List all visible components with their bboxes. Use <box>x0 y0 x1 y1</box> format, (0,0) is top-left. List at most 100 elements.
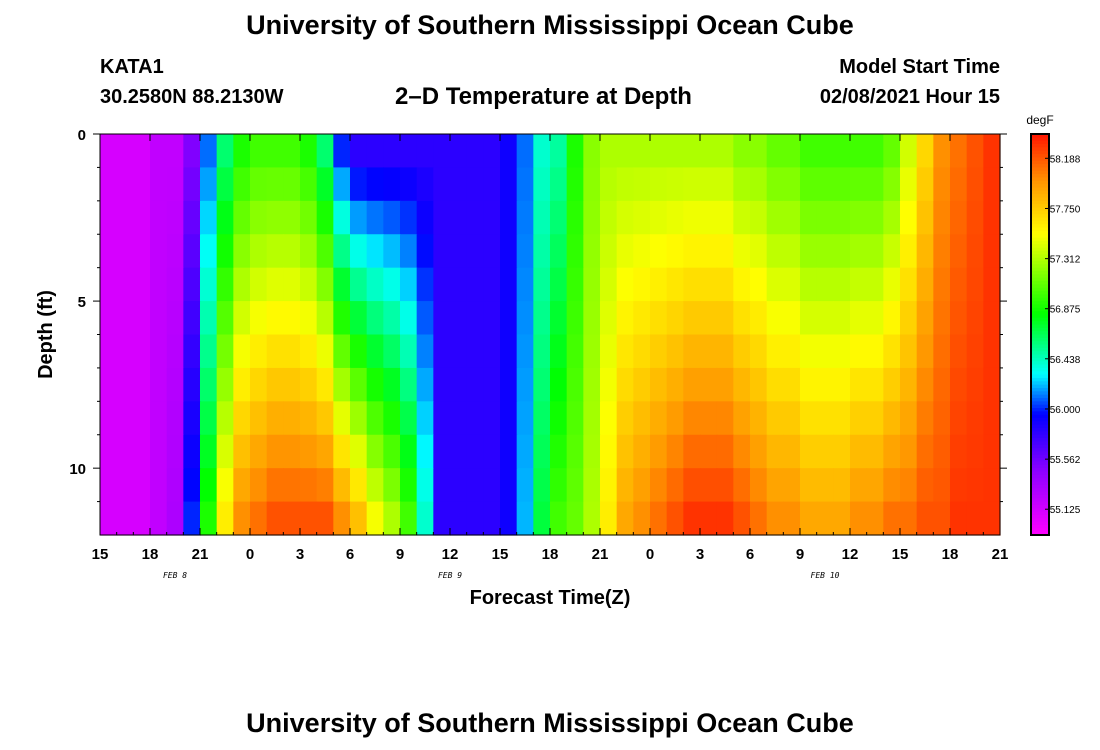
heatmap-cell <box>216 434 234 469</box>
heatmap-cell <box>133 267 151 302</box>
colorbar-segment <box>1031 518 1049 523</box>
heatmap-cell <box>500 434 518 469</box>
heatmap-cell <box>550 167 568 202</box>
heatmap-cell <box>816 267 834 302</box>
heatmap-cell <box>200 367 218 402</box>
heatmap-cell <box>800 301 818 336</box>
heatmap-cell <box>650 334 668 369</box>
heatmap-cell <box>833 301 851 336</box>
heatmap-cell <box>883 301 901 336</box>
heatmap-cell <box>900 401 918 436</box>
heatmap-cell <box>133 167 151 202</box>
heatmap-cell <box>800 334 818 369</box>
heatmap-cell <box>700 468 718 503</box>
colorbar-segment <box>1031 491 1049 496</box>
heatmap-cell <box>700 334 718 369</box>
heatmap-cell <box>166 301 184 336</box>
colorbar-segment <box>1031 498 1049 503</box>
heatmap-cell <box>516 134 534 169</box>
heatmap-cell <box>333 200 351 235</box>
heatmap-cell <box>716 468 734 503</box>
heatmap-cell <box>483 367 501 402</box>
heatmap-cell <box>233 468 251 503</box>
colorbar-tick-label: 55.125 <box>1050 505 1081 516</box>
colorbar-segment <box>1031 140 1049 145</box>
heatmap-cell <box>416 401 434 436</box>
heatmap-cell <box>166 267 184 302</box>
heatmap-cell <box>183 234 201 269</box>
colorbar-segment <box>1031 411 1049 416</box>
heatmap-cell <box>250 334 268 369</box>
heatmap-cell <box>433 301 451 336</box>
heatmap-cell <box>333 334 351 369</box>
heatmap-cell <box>366 167 384 202</box>
heatmap-cell <box>883 501 901 536</box>
heatmap-cell <box>783 134 801 169</box>
heatmap-cell <box>966 167 984 202</box>
heatmap-cell <box>733 501 751 536</box>
heatmap-cell <box>450 434 468 469</box>
heatmap-cell <box>800 134 818 169</box>
colorbar-segment <box>1031 180 1049 185</box>
colorbar-segment <box>1031 451 1049 456</box>
colorbar-segment <box>1031 250 1049 255</box>
heatmap-cell <box>466 434 484 469</box>
heatmap-cell <box>900 234 918 269</box>
heatmap-cell <box>150 367 168 402</box>
heatmap-cell <box>266 434 284 469</box>
heatmap-cell <box>950 501 968 536</box>
colorbar-segment <box>1031 170 1049 175</box>
heatmap-cell <box>850 301 868 336</box>
heatmap-cell <box>666 434 684 469</box>
colorbar-segment <box>1031 304 1049 309</box>
heatmap-cell <box>700 234 718 269</box>
heatmap-cell <box>183 468 201 503</box>
heatmap-cell <box>900 501 918 536</box>
colorbar-segment <box>1031 220 1049 225</box>
heatmap-cell <box>350 401 368 436</box>
heatmap-cell <box>700 167 718 202</box>
y-tick-label: 0 <box>78 127 86 144</box>
heatmap-cell <box>416 334 434 369</box>
heatmap-cell <box>583 501 601 536</box>
heatmap-cell <box>750 401 768 436</box>
heatmap-cell <box>616 134 634 169</box>
heatmap-cell <box>900 200 918 235</box>
heatmap-cell <box>216 200 234 235</box>
heatmap-cell <box>266 134 284 169</box>
heatmap-cell <box>933 167 951 202</box>
heatmap-cell <box>633 234 651 269</box>
heatmap-cell <box>283 167 301 202</box>
heatmap-cell <box>950 367 968 402</box>
heatmap-cell <box>516 167 534 202</box>
heatmap-cell <box>616 501 634 536</box>
heatmap-cell <box>950 134 968 169</box>
heatmap-cell <box>116 334 134 369</box>
heatmap-cell <box>366 134 384 169</box>
heatmap-cell <box>983 434 1001 469</box>
colorbar-segment <box>1031 174 1049 179</box>
heatmap-cell <box>466 501 484 536</box>
heatmap-cell <box>233 200 251 235</box>
heatmap-cell <box>316 234 334 269</box>
heatmap-cell <box>666 367 684 402</box>
heatmap-cell <box>900 301 918 336</box>
colorbar-segment <box>1031 204 1049 209</box>
heatmap-cell <box>900 434 918 469</box>
colorbar-segment <box>1031 284 1049 289</box>
heatmap-cell <box>483 434 501 469</box>
heatmap-cell <box>516 501 534 536</box>
heatmap-cell <box>216 468 234 503</box>
heatmap-cell <box>583 334 601 369</box>
heatmap-cell <box>633 267 651 302</box>
heatmap-cell <box>183 267 201 302</box>
heatmap-cell <box>716 301 734 336</box>
colorbar-segment <box>1031 321 1049 326</box>
heatmap-cell <box>900 167 918 202</box>
heatmap-cell <box>766 367 784 402</box>
heatmap-cell <box>733 468 751 503</box>
heatmap-cell <box>500 234 518 269</box>
colorbar-segment <box>1031 214 1049 219</box>
heatmap-cell <box>116 367 134 402</box>
heatmap-cell <box>933 134 951 169</box>
